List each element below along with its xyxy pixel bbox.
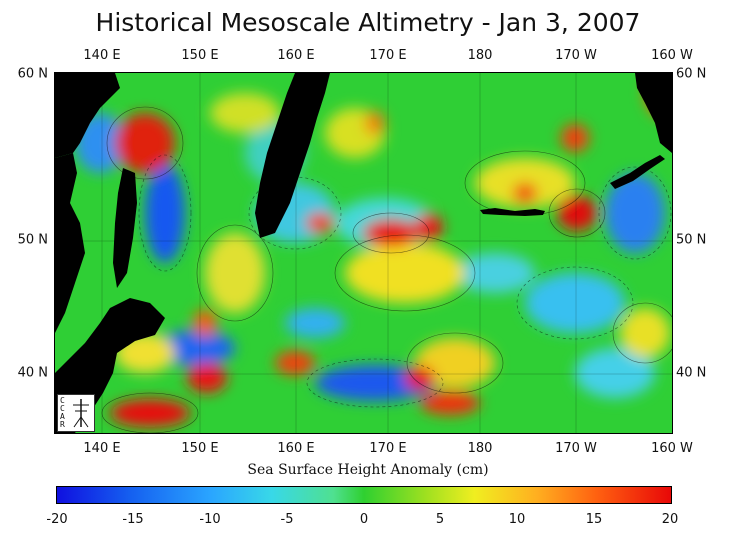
lon-tick-top: 170 E [369, 48, 407, 63]
colorbar-tick: 20 [661, 512, 679, 527]
alaska-coast [635, 73, 672, 153]
lon-tick-bottom: 170 W [555, 441, 597, 456]
graticule [55, 73, 672, 433]
lon-tick-bottom: 150 E [181, 441, 219, 456]
east-asia-coast [55, 153, 85, 333]
colorbar-tick: 0 [359, 512, 369, 527]
lon-tick-bottom: 180 [467, 441, 493, 456]
colorbar-label: Sea Surface Height Anomaly (cm) [247, 462, 489, 478]
lon-tick-top: 150 E [181, 48, 219, 63]
lon-tick-top: 160 W [651, 48, 693, 63]
lat-tick-left: 40 N [17, 365, 48, 381]
map-canvas [55, 73, 672, 433]
ccar-logo: C C A R [57, 394, 95, 432]
logo-letter: A [60, 412, 65, 421]
colorbar-tick: -20 [46, 512, 68, 527]
lon-tick-top: 140 E [83, 48, 121, 63]
lat-tick-left: 60 N [17, 66, 48, 82]
lon-tick-bottom: 170 E [369, 441, 407, 456]
lon-tick-top: 160 E [277, 48, 315, 63]
map-title: Historical Mesoscale Altimetry - Jan 3, … [95, 8, 641, 37]
colorbar-tick: -5 [280, 512, 294, 527]
colorbar [56, 486, 672, 504]
colorbar-tick: -10 [199, 512, 221, 527]
lat-tick-right: 40 N [676, 365, 707, 381]
colorbar-tick: 5 [435, 512, 445, 527]
kamchatka [255, 73, 330, 238]
sakhalin [113, 168, 137, 288]
lon-tick-bottom: 160 E [277, 441, 315, 456]
colorbar-tick: 15 [585, 512, 603, 527]
logo-letter: C [60, 404, 65, 413]
lon-tick-top: 180 [467, 48, 493, 63]
logo-letter: R [60, 420, 65, 429]
antenna-icon [73, 399, 89, 428]
sea-surface-height-map [54, 72, 673, 434]
colorbar-tick: 10 [508, 512, 526, 527]
lat-tick-left: 50 N [17, 232, 48, 248]
alaska-peninsula [610, 155, 665, 189]
lat-tick-right: 50 N [676, 232, 707, 248]
lon-tick-bottom: 140 E [83, 441, 121, 456]
aleutian-islands [480, 208, 545, 216]
colorbar-tick: -15 [122, 512, 144, 527]
lon-tick-bottom: 160 W [651, 441, 693, 456]
lat-tick-right: 60 N [676, 66, 707, 82]
logo-letter: C [60, 396, 65, 405]
lon-tick-top: 170 W [555, 48, 597, 63]
asian-coast [55, 73, 120, 158]
